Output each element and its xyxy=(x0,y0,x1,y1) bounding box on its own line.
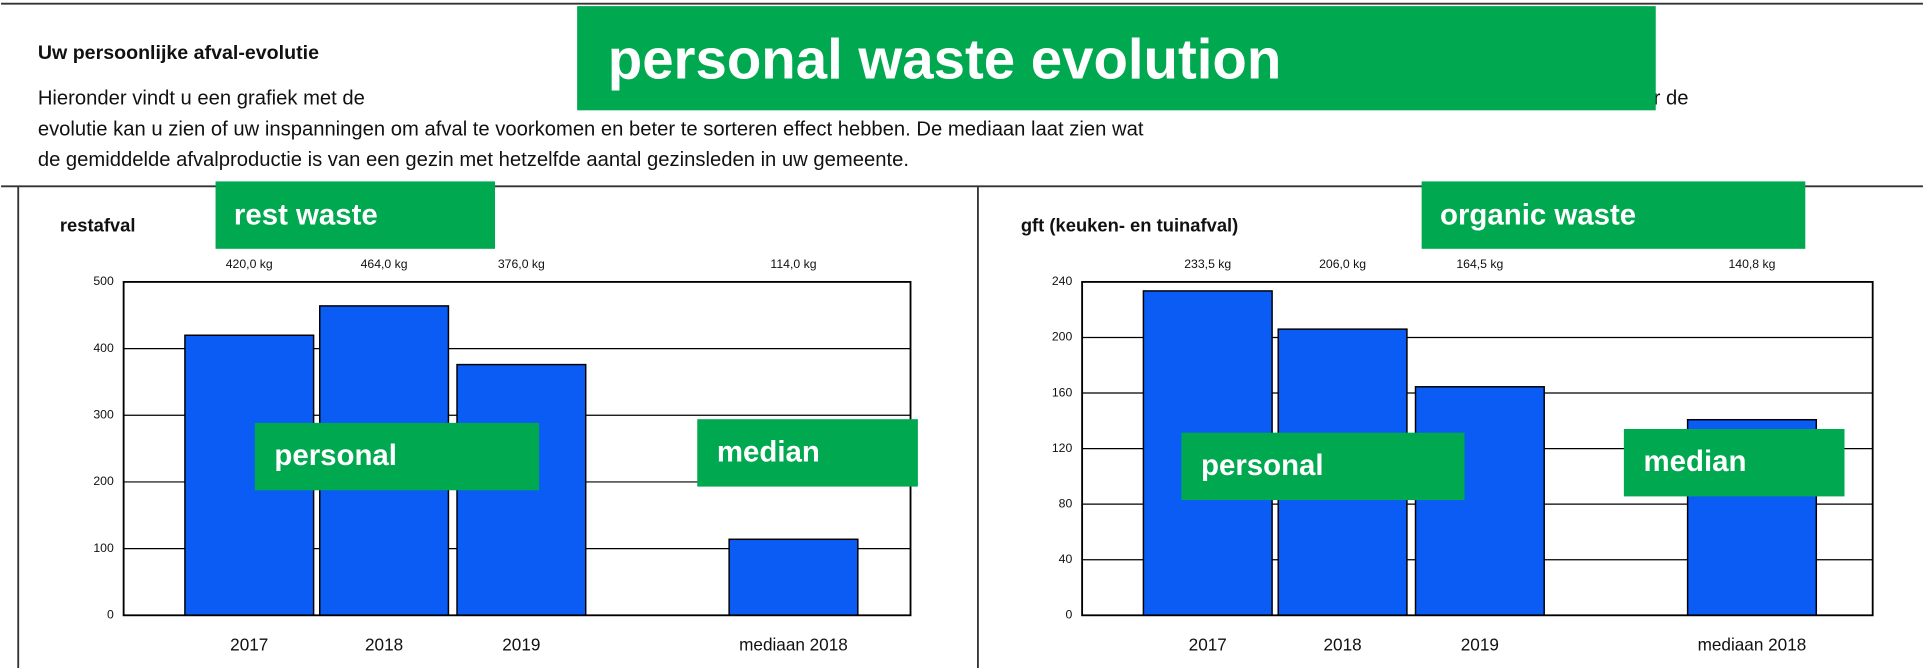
x-tick-label: mediaan 2018 xyxy=(739,634,848,654)
y-tick-label: 0 xyxy=(107,608,114,622)
chart-title: restafval xyxy=(60,215,136,236)
overlay-box xyxy=(697,419,918,487)
x-tick-label: mediaan 2018 xyxy=(1698,634,1807,654)
value-label: 233,5 kg xyxy=(1184,257,1231,271)
x-tick-label: 2017 xyxy=(1189,634,1227,654)
value-label: 114,0 kg xyxy=(770,257,816,271)
overlay-box xyxy=(577,6,1656,111)
bar xyxy=(1414,386,1545,617)
overlay-box xyxy=(1181,432,1465,501)
value-label: 164,5 kg xyxy=(1456,257,1503,271)
x-tick-label: 2019 xyxy=(502,634,540,654)
paragraph-line: Hieronder vindt u een grafiek met de xyxy=(38,88,365,110)
x-tick-label: 2018 xyxy=(1324,634,1362,654)
overlay-box xyxy=(1623,428,1845,497)
x-tick-label: 2019 xyxy=(1461,634,1499,654)
y-tick-label: 200 xyxy=(1052,330,1073,344)
x-tick-label: 2018 xyxy=(365,634,403,654)
y-tick-label: 100 xyxy=(93,541,114,555)
overlay-box xyxy=(215,181,496,249)
bar xyxy=(728,538,859,617)
y-tick-label: 400 xyxy=(93,341,114,355)
y-tick-label: 500 xyxy=(93,274,114,288)
plot-frame xyxy=(1081,280,1874,617)
value-label: 464,0 kg xyxy=(361,257,408,271)
y-tick-label: 200 xyxy=(93,474,114,488)
annotation: median xyxy=(717,435,820,468)
overlay-box xyxy=(254,422,540,491)
annotation: personal xyxy=(274,439,397,472)
y-tick-label: 120 xyxy=(1052,441,1073,455)
y-tick-label: 160 xyxy=(1052,385,1073,399)
x-tick-label: 2017 xyxy=(230,634,268,654)
doc-title: Uw persoonlijke afval-evolutie xyxy=(38,42,319,64)
y-tick-label: 240 xyxy=(1052,274,1073,288)
value-label: 376,0 kg xyxy=(498,257,545,271)
overlay-box xyxy=(1421,181,1806,249)
chart-title: gft (keuken- en tuinafval) xyxy=(1021,215,1238,236)
annotation: personal xyxy=(1201,449,1324,482)
y-tick-label: 300 xyxy=(93,407,114,421)
y-tick-label: 0 xyxy=(1065,608,1072,622)
paragraph-line: de gemiddelde afvalproductie is van een … xyxy=(38,149,909,171)
value-label: 420,0 kg xyxy=(226,257,273,271)
value-label: 140,8 kg xyxy=(1728,257,1775,271)
y-tick-label: 40 xyxy=(1059,552,1073,566)
annotation: median xyxy=(1643,445,1746,478)
overlay-label: organic waste xyxy=(1440,199,1636,232)
value-label: 206,0 kg xyxy=(1319,257,1366,271)
overlay-title: personal waste evolution xyxy=(608,28,1282,91)
overlay-label: rest waste xyxy=(234,199,378,232)
paragraph-line: evolutie kan u zien of uw inspanningen o… xyxy=(38,118,1144,140)
y-tick-label: 80 xyxy=(1059,496,1073,510)
